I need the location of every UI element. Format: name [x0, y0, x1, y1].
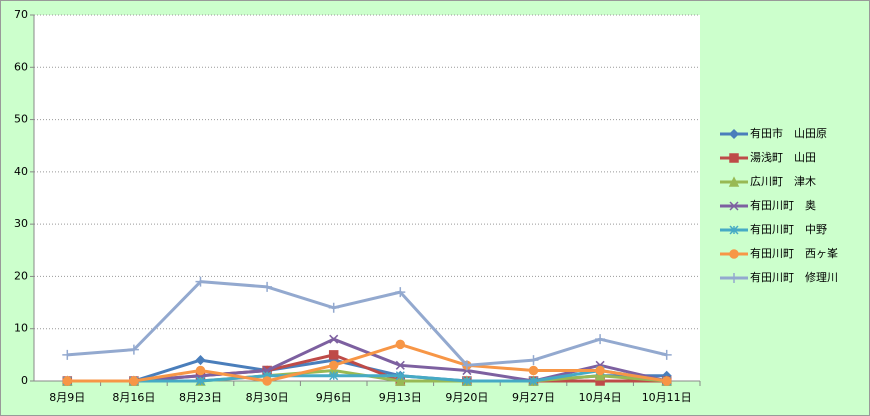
marker: [195, 276, 206, 287]
marker: [729, 153, 739, 163]
marker: [195, 355, 206, 366]
marker: [329, 334, 339, 344]
x-tick-label: 10月4日: [579, 391, 622, 404]
legend-label: 有田市 山田原: [750, 126, 827, 140]
marker: [328, 360, 339, 371]
legend-label: 有田川町 奥: [750, 198, 816, 212]
marker: [395, 375, 406, 386]
marker: [528, 376, 539, 386]
legend-label: 有田川町 西ヶ峯: [750, 246, 838, 260]
y-tick-label: 70: [14, 8, 28, 21]
x-tick-label: 9月6日: [316, 391, 352, 404]
marker: [195, 365, 206, 376]
legend-label: 広川町 津木: [750, 175, 816, 188]
y-tick-label: 20: [14, 269, 28, 282]
x-tick-label: 8月30日: [246, 391, 289, 404]
marker: [128, 344, 139, 355]
plot-area: [34, 15, 700, 381]
marker: [461, 360, 472, 371]
marker: [661, 376, 672, 386]
marker: [595, 365, 605, 376]
marker: [728, 176, 740, 187]
marker: [462, 376, 472, 386]
marker: [661, 349, 672, 360]
marker: [594, 370, 606, 381]
legend-label: 湯浅町 山田: [750, 151, 816, 164]
marker: [328, 350, 339, 360]
marker: [528, 365, 539, 376]
legend-label: 有田川町 中野: [750, 222, 827, 236]
y-tick-label: 40: [14, 165, 28, 178]
marker: [329, 371, 339, 381]
marker: [729, 201, 739, 211]
marker: [262, 281, 273, 292]
marker: [595, 334, 606, 345]
marker: [395, 371, 405, 381]
marker: [728, 128, 740, 140]
x-tick-label: 8月9日: [49, 391, 85, 404]
series-line: [67, 337, 668, 383]
marker: [729, 273, 739, 283]
x-tick-label: 9月20日: [445, 391, 488, 404]
y-tick-label: 30: [14, 217, 28, 230]
series-line: [67, 369, 667, 383]
marker: [395, 287, 406, 298]
marker: [729, 249, 739, 259]
series-line: [67, 280, 668, 367]
x-tick-label: 8月23日: [179, 391, 222, 404]
x-tick-label: 9月27日: [512, 391, 555, 404]
y-tick-label: 10: [14, 322, 28, 335]
legend-label: 有田川町 修理川: [750, 270, 838, 284]
series-line: [67, 342, 667, 383]
x-tick-label: 9月13日: [379, 391, 422, 404]
marker: [62, 376, 73, 386]
marker: [729, 225, 739, 235]
y-tick-label: 0: [21, 374, 28, 387]
marker: [129, 376, 139, 386]
y-tick-label: 60: [14, 60, 28, 73]
marker: [195, 376, 206, 386]
y-tick-label: 50: [14, 113, 28, 126]
marker: [62, 349, 73, 360]
marker: [262, 376, 272, 386]
marker: [328, 302, 339, 313]
x-tick-label: 10月11日: [642, 391, 692, 404]
marker: [528, 355, 539, 366]
x-tick-label: 8月16日: [112, 391, 155, 404]
marker: [395, 360, 405, 370]
marker: [395, 339, 406, 350]
